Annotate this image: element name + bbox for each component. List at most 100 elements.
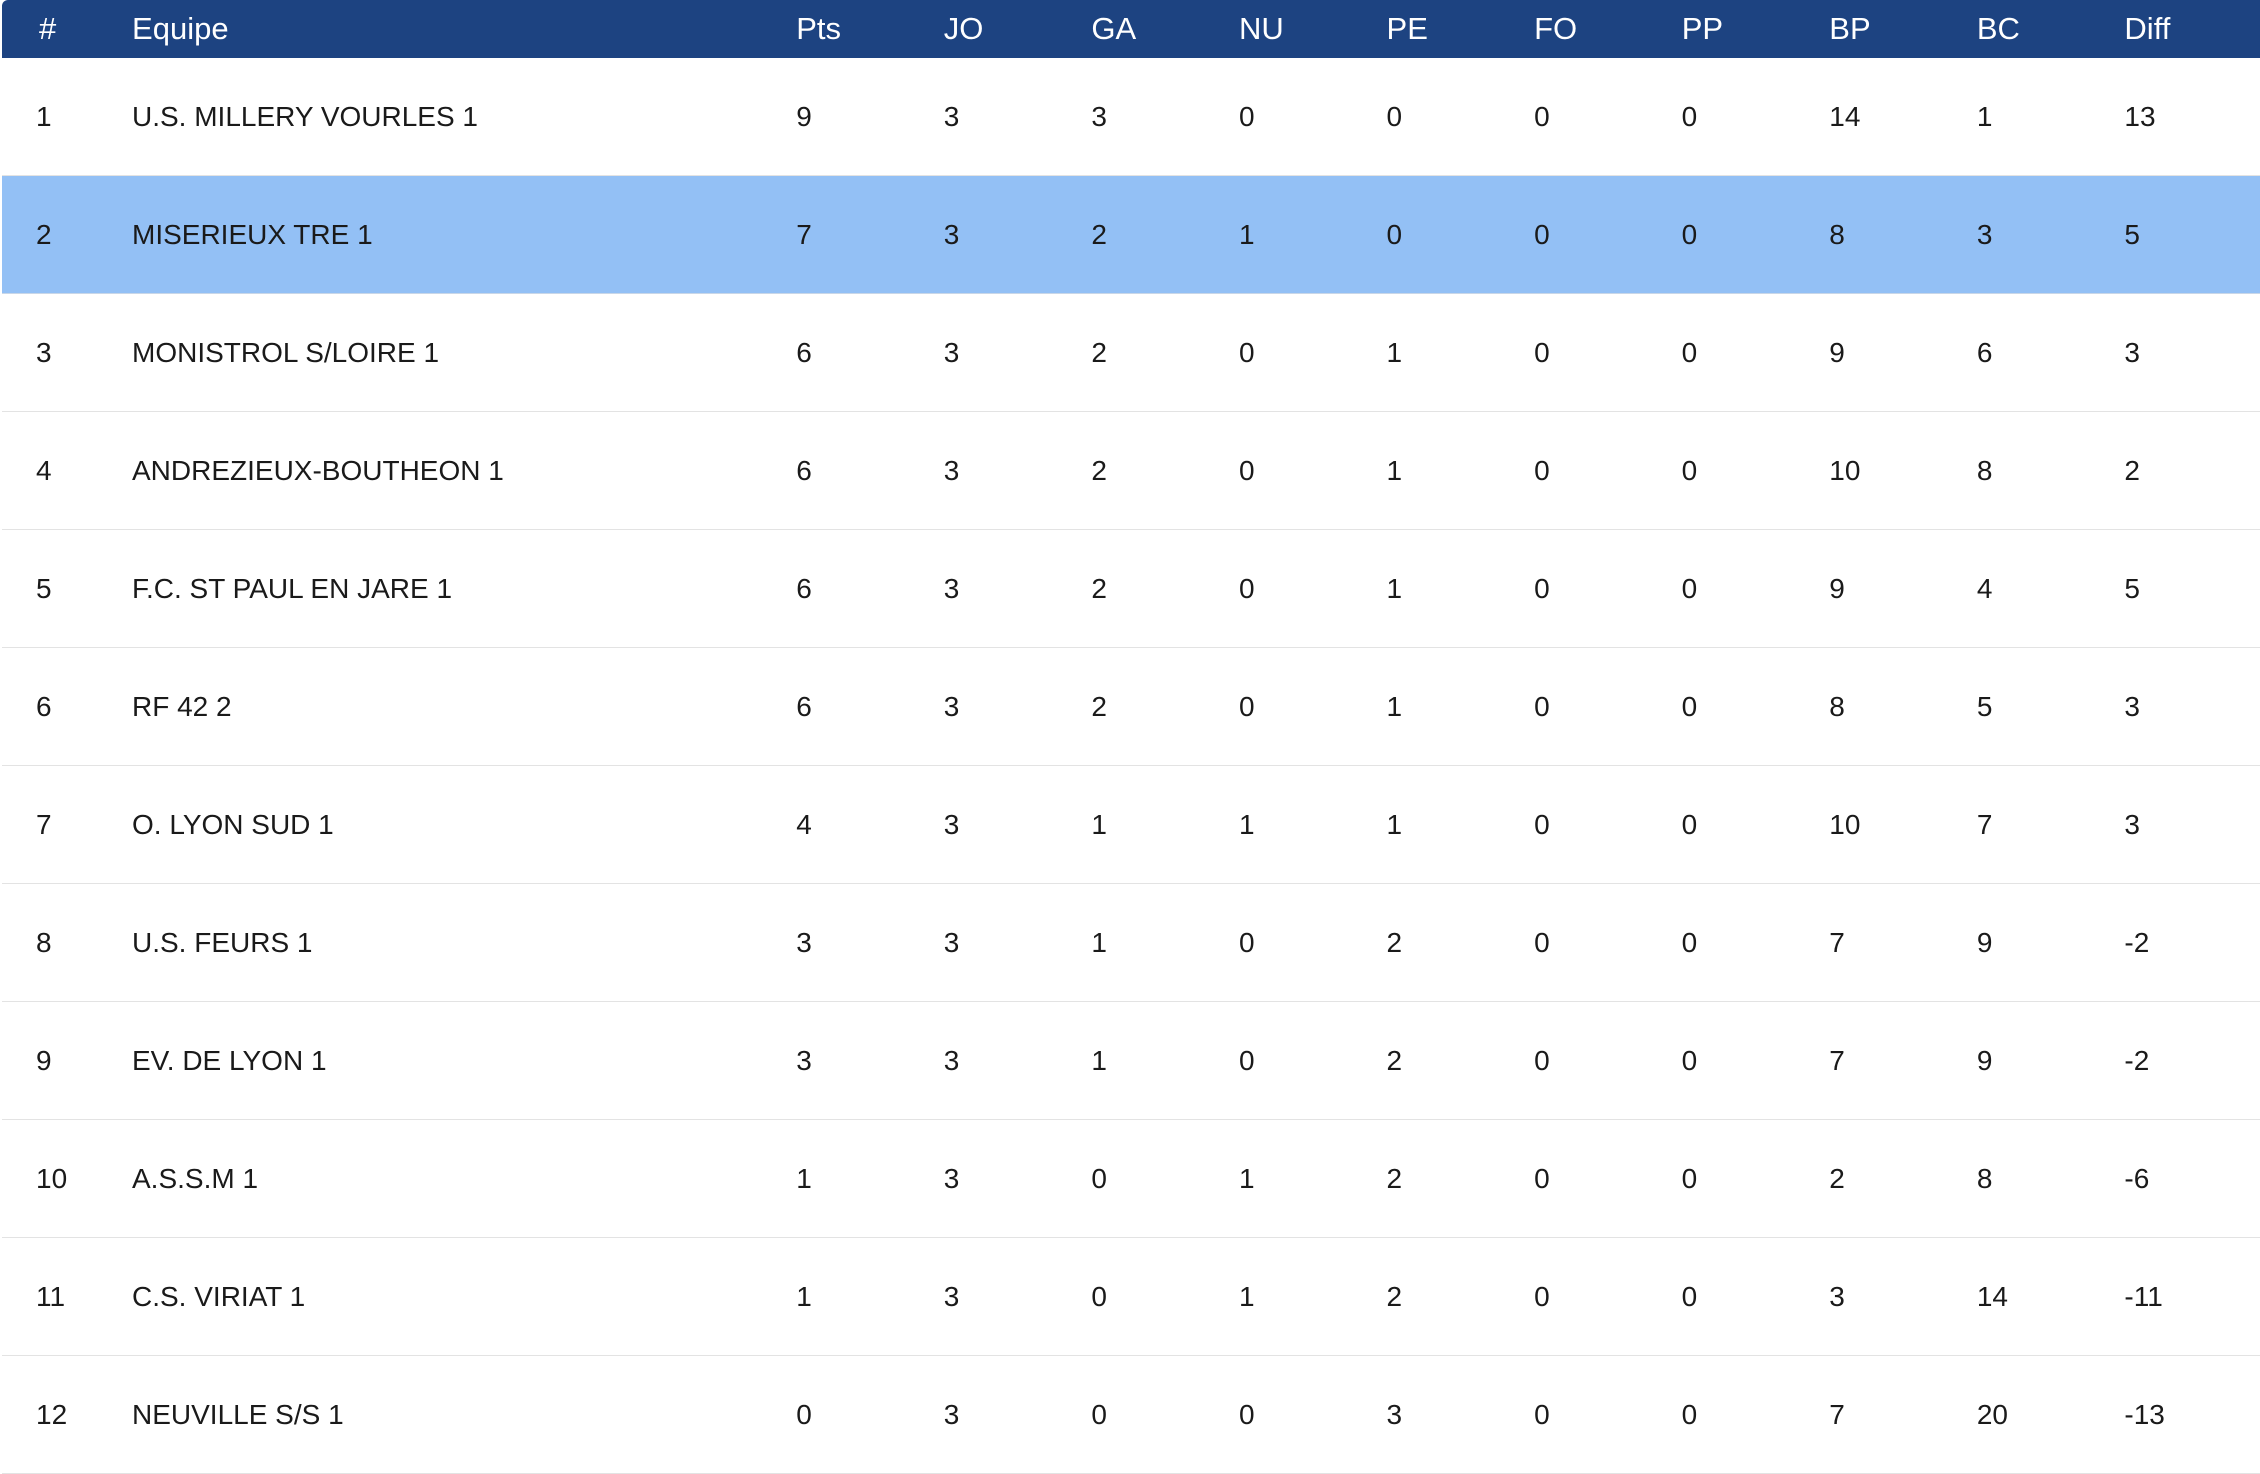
cell-team[interactable]: U.S. FEURS 1 bbox=[132, 926, 313, 958]
cell-team[interactable]: MONISTROL S/LOIRE 1 bbox=[132, 336, 440, 368]
cell-bp: 8 bbox=[1829, 690, 1845, 722]
cell-rank: 10 bbox=[36, 1162, 68, 1194]
table-row[interactable]: 10 A.S.S.M 1 1 3 0 1 2 0 0 2 8 -6 bbox=[2, 1120, 2260, 1238]
cell-nu: 0 bbox=[1238, 1044, 1255, 1076]
header-diff[interactable]: Diff bbox=[2124, 11, 2171, 46]
cell-team[interactable]: ANDREZIEUX-BOUTHEON 1 bbox=[132, 454, 504, 486]
cell-fo: 0 bbox=[1534, 572, 1550, 604]
table-row[interactable]: 12 NEUVILLE S/S 1 0 3 0 0 3 0 0 7 20 -13 bbox=[2, 1356, 2260, 1474]
cell-jo: 3 bbox=[943, 1398, 960, 1430]
cell-jo: 3 bbox=[943, 926, 960, 958]
cell-bp: 8 bbox=[1829, 218, 1845, 250]
table-row[interactable]: 6 RF 42 2 6 3 2 0 1 0 0 8 5 3 bbox=[2, 648, 2260, 766]
cell-pp: 0 bbox=[1681, 808, 1698, 840]
cell-pts: 0 bbox=[796, 1398, 812, 1430]
cell-pts: 6 bbox=[796, 572, 812, 604]
cell-rank: 2 bbox=[36, 218, 52, 250]
cell-bc: 1 bbox=[1976, 100, 1993, 132]
table-row[interactable]: 5 F.C. ST PAUL EN JARE 1 6 3 2 0 1 0 0 9 4 5 bbox=[2, 530, 2260, 648]
cell-nu: 0 bbox=[1238, 454, 1255, 486]
cell-team[interactable]: NEUVILLE S/S 1 bbox=[132, 1398, 344, 1430]
cell-nu: 0 bbox=[1238, 926, 1255, 958]
cell-diff: 3 bbox=[2124, 336, 2140, 368]
table-row[interactable]: 9 EV. DE LYON 1 3 3 1 0 2 0 0 7 9 -2 bbox=[2, 1002, 2260, 1120]
cell-bp: 9 bbox=[1829, 336, 1845, 368]
cell-pe: 1 bbox=[1386, 336, 1403, 368]
cell-team[interactable]: C.S. VIRIAT 1 bbox=[132, 1280, 306, 1312]
cell-team[interactable]: U.S. MILLERY VOURLES 1 bbox=[132, 100, 478, 132]
header-rank[interactable]: # bbox=[39, 11, 57, 46]
header-pp[interactable]: PP bbox=[1681, 11, 1724, 46]
cell-diff: 5 bbox=[2124, 572, 2140, 604]
header-ga[interactable]: GA bbox=[1091, 11, 1137, 46]
cell-jo: 3 bbox=[943, 690, 960, 722]
cell-team[interactable]: EV. DE LYON 1 bbox=[132, 1044, 327, 1076]
cell-ga: 0 bbox=[1091, 1162, 1107, 1194]
table-row[interactable]: 4 ANDREZIEUX-BOUTHEON 1 6 3 2 0 1 0 0 10 8 2 bbox=[2, 412, 2260, 530]
cell-pe: 2 bbox=[1386, 1280, 1403, 1312]
cell-ga: 2 bbox=[1091, 336, 1107, 368]
cell-ga: 2 bbox=[1091, 454, 1107, 486]
table-row[interactable]: 11 C.S. VIRIAT 1 1 3 0 1 2 0 0 3 14 -11 bbox=[2, 1238, 2260, 1356]
header-bc[interactable]: BC bbox=[1976, 11, 2020, 46]
cell-jo: 3 bbox=[943, 1280, 960, 1312]
cell-jo: 3 bbox=[943, 454, 960, 486]
cell-jo: 3 bbox=[943, 1044, 960, 1076]
table-row[interactable]: 8 U.S. FEURS 1 3 3 1 0 2 0 0 7 9 -2 bbox=[2, 884, 2260, 1002]
cell-fo: 0 bbox=[1534, 1398, 1550, 1430]
header-pe[interactable]: PE bbox=[1386, 11, 1428, 46]
table-row[interactable]: 2 MISERIEUX TRE 1 7 3 2 1 0 0 0 8 3 5 bbox=[2, 176, 2260, 294]
cell-rank: 7 bbox=[36, 808, 52, 840]
cell-fo: 0 bbox=[1534, 218, 1550, 250]
cell-team[interactable]: F.C. ST PAUL EN JARE 1 bbox=[132, 572, 453, 604]
cell-jo: 3 bbox=[943, 336, 960, 368]
cell-nu: 0 bbox=[1238, 690, 1255, 722]
cell-pe: 2 bbox=[1386, 1044, 1403, 1076]
cell-team[interactable]: A.S.S.M 1 bbox=[132, 1162, 259, 1194]
cell-pp: 0 bbox=[1681, 454, 1698, 486]
table-row[interactable]: 3 MONISTROL S/LOIRE 1 6 3 2 0 1 0 0 9 6 3 bbox=[2, 294, 2260, 412]
cell-bc: 9 bbox=[1976, 926, 1993, 958]
cell-bp: 14 bbox=[1829, 100, 1861, 132]
table-row[interactable]: 1 U.S. MILLERY VOURLES 1 9 3 3 0 0 0 0 14 1 13 bbox=[2, 58, 2260, 176]
cell-pts: 3 bbox=[796, 1044, 812, 1076]
cell-diff: -11 bbox=[2124, 1280, 2163, 1312]
cell-rank: 3 bbox=[36, 336, 52, 368]
cell-team[interactable]: O. LYON SUD 1 bbox=[132, 808, 334, 840]
table-row[interactable]: 7 O. LYON SUD 1 4 3 1 1 1 0 0 10 7 3 bbox=[2, 766, 2260, 884]
cell-fo: 0 bbox=[1534, 1280, 1550, 1312]
header-bp[interactable]: BP bbox=[1829, 11, 1871, 46]
cell-ga: 3 bbox=[1091, 100, 1107, 132]
cell-bc: 4 bbox=[1976, 572, 1993, 604]
table-header: # Equipe Pts JO GA NU PE FO PP BP BC Dif… bbox=[2, 0, 2260, 58]
header-nu[interactable]: NU bbox=[1238, 11, 1284, 46]
table-body: 1 U.S. MILLERY VOURLES 1 9 3 3 0 0 0 0 14 1 13 2 MISE… bbox=[2, 58, 2260, 1474]
cell-jo: 3 bbox=[943, 1162, 960, 1194]
cell-nu: 1 bbox=[1238, 1162, 1255, 1194]
cell-diff: -2 bbox=[2124, 926, 2150, 958]
header-team[interactable]: Equipe bbox=[132, 11, 229, 46]
cell-jo: 3 bbox=[943, 808, 960, 840]
cell-ga: 2 bbox=[1091, 690, 1107, 722]
cell-bc: 14 bbox=[1976, 1280, 2008, 1312]
cell-team[interactable]: MISERIEUX TRE 1 bbox=[132, 218, 373, 250]
header-fo[interactable]: FO bbox=[1534, 11, 1578, 46]
cell-ga: 1 bbox=[1091, 926, 1107, 958]
cell-pp: 0 bbox=[1681, 1398, 1698, 1430]
cell-rank: 5 bbox=[36, 572, 52, 604]
cell-rank: 8 bbox=[36, 926, 52, 958]
header-jo[interactable]: JO bbox=[943, 11, 984, 46]
header-pts[interactable]: Pts bbox=[796, 11, 842, 46]
cell-pp: 0 bbox=[1681, 926, 1698, 958]
cell-nu: 0 bbox=[1238, 100, 1255, 132]
cell-team[interactable]: RF 42 2 bbox=[132, 690, 232, 722]
cell-bc: 20 bbox=[1976, 1398, 2008, 1430]
cell-rank: 9 bbox=[36, 1044, 52, 1076]
cell-bc: 5 bbox=[1976, 690, 1993, 722]
cell-pe: 0 bbox=[1386, 218, 1403, 250]
cell-rank: 6 bbox=[36, 690, 52, 722]
cell-bp: 3 bbox=[1829, 1280, 1845, 1312]
cell-bc: 9 bbox=[1976, 1044, 1993, 1076]
cell-rank: 12 bbox=[36, 1398, 68, 1430]
cell-bp: 7 bbox=[1829, 926, 1845, 958]
